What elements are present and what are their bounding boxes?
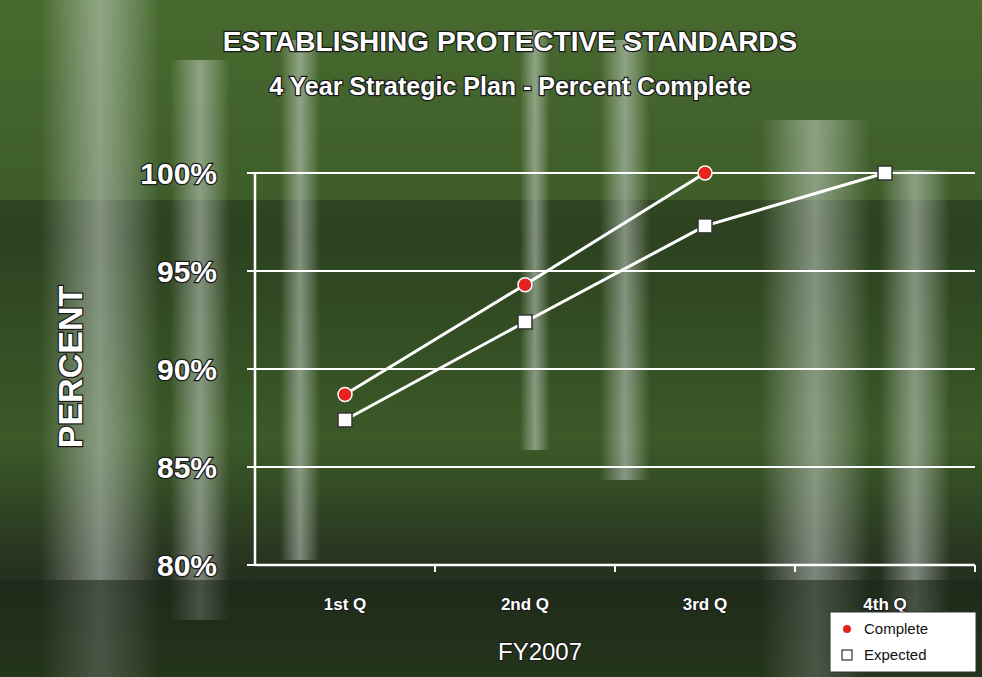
waterfall-streak — [280, 40, 320, 560]
marker — [698, 166, 712, 180]
x-tick — [974, 565, 976, 572]
waterfall-streak — [170, 60, 230, 620]
series-line — [345, 173, 885, 420]
marker — [338, 413, 352, 427]
legend: Complete Expected — [830, 612, 976, 672]
marker — [518, 278, 532, 292]
x-axis-title: FY2007 — [498, 638, 582, 665]
legend-label: Complete — [864, 620, 928, 637]
legend-box — [830, 612, 976, 672]
y-tick-label: 100% — [140, 157, 217, 190]
y-tick-label: 95% — [157, 255, 217, 288]
grid-line — [255, 270, 975, 272]
grid-line — [255, 466, 975, 468]
legend-label: Expected — [864, 646, 927, 663]
x-tick — [434, 565, 436, 572]
marker — [878, 166, 892, 180]
ground — [0, 580, 982, 677]
x-tick — [794, 565, 796, 572]
legend-marker — [843, 625, 851, 633]
x-tick — [614, 565, 616, 572]
title: ESTABLISHING PROTECTIVE STANDARDS — [223, 26, 798, 57]
marker — [518, 315, 532, 329]
y-axis-title: PERCENT — [51, 286, 89, 449]
x-tick-label: 2nd Q — [501, 595, 549, 614]
subtitle: 4 Year Strategic Plan - Percent Complete — [269, 72, 751, 100]
marker — [698, 219, 712, 233]
x-tick-label: 1st Q — [324, 595, 367, 614]
y-tick-label: 85% — [157, 451, 217, 484]
y-tick-label: 80% — [157, 549, 217, 582]
marker — [338, 387, 352, 401]
y-tick-label: 90% — [157, 353, 217, 386]
x-tick-label: 3rd Q — [683, 595, 727, 614]
y-axis — [254, 173, 257, 565]
grid-line — [255, 368, 975, 370]
grid-line — [255, 172, 975, 174]
series-line — [345, 173, 705, 394]
x-tick-label: 4th Q — [863, 595, 906, 614]
waterfall-streak — [40, 0, 160, 677]
plot-area — [338, 166, 892, 427]
chart: ESTABLISHING PROTECTIVE STANDARDS 4 Year … — [0, 0, 982, 677]
legend-marker — [842, 650, 852, 660]
